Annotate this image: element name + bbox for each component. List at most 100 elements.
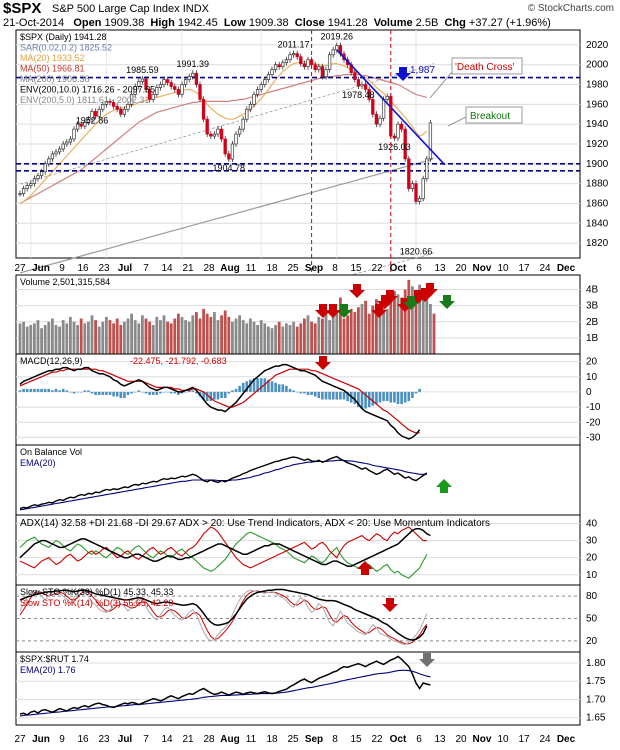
volume-bar: [33, 323, 36, 354]
candle-body: [65, 141, 69, 145]
candle-body: [216, 128, 220, 135]
ohlc-line: 21-Oct-2014 Open 1909.38 High 1942.45 Lo…: [3, 17, 551, 29]
volume-bar: [371, 305, 375, 354]
macd-y-tick: 0: [586, 387, 592, 398]
volume-title: Volume 2,501,315,584: [20, 277, 110, 287]
volume-bar: [252, 321, 256, 354]
x-axis-label-bottom: 24: [539, 734, 551, 745]
macd-hist-bar: [216, 391, 220, 400]
high-label: High: [150, 17, 175, 29]
macd-title: MACD(12,26,9): [20, 356, 83, 366]
price-y-tick: 2020: [586, 40, 609, 51]
volume-bar: [36, 320, 40, 354]
macd-hist-bar: [259, 378, 263, 392]
candle-body: [421, 178, 425, 199]
volume-bar: [425, 294, 429, 354]
death-cross-box: [451, 57, 523, 75]
volume-bar: [313, 323, 317, 354]
x-axis-label-bottom: 23: [98, 734, 110, 745]
volume-bar: [205, 313, 209, 354]
level-1987-label: 1,987: [410, 65, 435, 76]
volume-bar: [277, 321, 281, 354]
candle-body: [133, 86, 137, 95]
adx-red-up-arrow: [357, 561, 373, 575]
volume-bar: [90, 315, 94, 354]
macd-hist-bar: [119, 391, 123, 398]
macd-hist-bar: [342, 391, 346, 400]
macd-hist-bar: [72, 391, 76, 394]
breakout-pointer: [447, 116, 467, 127]
volume-bar: [285, 323, 288, 354]
x-axis-label-top: 14: [161, 263, 173, 274]
x-axis-label-top: 10: [497, 263, 509, 274]
volume-bar: [328, 320, 331, 354]
x-axis-label-top: Aug: [220, 263, 239, 274]
volume-bar: [69, 316, 72, 354]
price-label: 1904.78: [213, 163, 246, 173]
volume-y-tick: 3B: [586, 301, 599, 312]
macd-red-arrow: [315, 356, 331, 370]
stoch-k39-line: [19, 588, 428, 641]
candle-body: [263, 79, 267, 85]
volume-bar: [61, 320, 65, 354]
candle-body: [162, 79, 166, 85]
candle-body: [363, 84, 368, 90]
open-label: Open: [73, 17, 102, 29]
macd-hist-bar: [126, 391, 130, 395]
volume-bar: [270, 328, 274, 354]
macd-hist-bar: [393, 391, 396, 403]
ratio-panel: [15, 651, 581, 726]
index-name: S&P 500 Large Cap Index: [52, 3, 180, 15]
volume-bar: [238, 315, 241, 354]
volume-bar: [177, 313, 180, 354]
volume-bar: [18, 323, 22, 354]
close-value: 1941.28: [327, 17, 368, 29]
x-axis-label-top: 21: [182, 263, 194, 274]
adx-minus-di-line: [19, 526, 427, 569]
macd-hist-bar: [105, 391, 108, 395]
macd-hist-bar: [94, 391, 97, 395]
x-axis-label-top: 6: [416, 263, 422, 274]
x-axis-label-top: 20: [455, 263, 467, 274]
volume-bar: [378, 302, 382, 354]
price-y-tick: 2000: [586, 60, 609, 71]
candle-body: [176, 89, 181, 95]
volume-label: Volume: [373, 17, 413, 29]
macd-hist-bar: [256, 378, 259, 392]
volume-bar: [249, 318, 252, 354]
chart-header: $SPX S&P 500 Large Cap Index INDX 21-Oct…: [0, 0, 620, 30]
macd-hist-bar: [25, 388, 29, 392]
candle-body: [79, 123, 83, 127]
macd-hist-bar: [79, 391, 83, 393]
candle-body: [299, 56, 303, 65]
macd-hist-bar: [407, 391, 411, 402]
volume-bar: [184, 320, 187, 354]
macd-values: -22.475, -21.792, -0.683: [130, 356, 227, 366]
volume-bar: [209, 316, 213, 354]
macd-hist-bar: [83, 390, 87, 392]
candle-body: [259, 84, 263, 90]
ratio-ema-legend: EMA(20) 1.76: [20, 665, 76, 675]
volume-bar: [407, 279, 411, 354]
candle-body: [212, 133, 217, 137]
macd-hist-bar: [292, 390, 295, 392]
macd-hist-bar: [90, 391, 94, 394]
candle-body: [230, 143, 235, 160]
macd-hist-bar: [223, 391, 227, 398]
candle-body: [237, 128, 242, 135]
blue-down-arrow: [395, 67, 411, 81]
macd-hist-bar: [97, 391, 101, 395]
x-axis-label-top: 16: [77, 263, 89, 274]
quote-date: 21-Oct-2014: [3, 17, 65, 29]
macd-hist-bar: [173, 391, 177, 394]
volume-bar: [421, 289, 425, 354]
candle-body: [108, 101, 112, 103]
candle-body: [331, 49, 335, 56]
ratio-y-tick: 1.65: [586, 713, 606, 724]
x-axis-label-bottom: 16: [77, 734, 89, 745]
x-axis-label-bottom: 13: [434, 734, 446, 745]
volume-bar: [191, 315, 195, 354]
candle-body: [194, 72, 199, 85]
macd-signal-line: [19, 368, 420, 434]
macd-hist-bar: [249, 379, 252, 392]
